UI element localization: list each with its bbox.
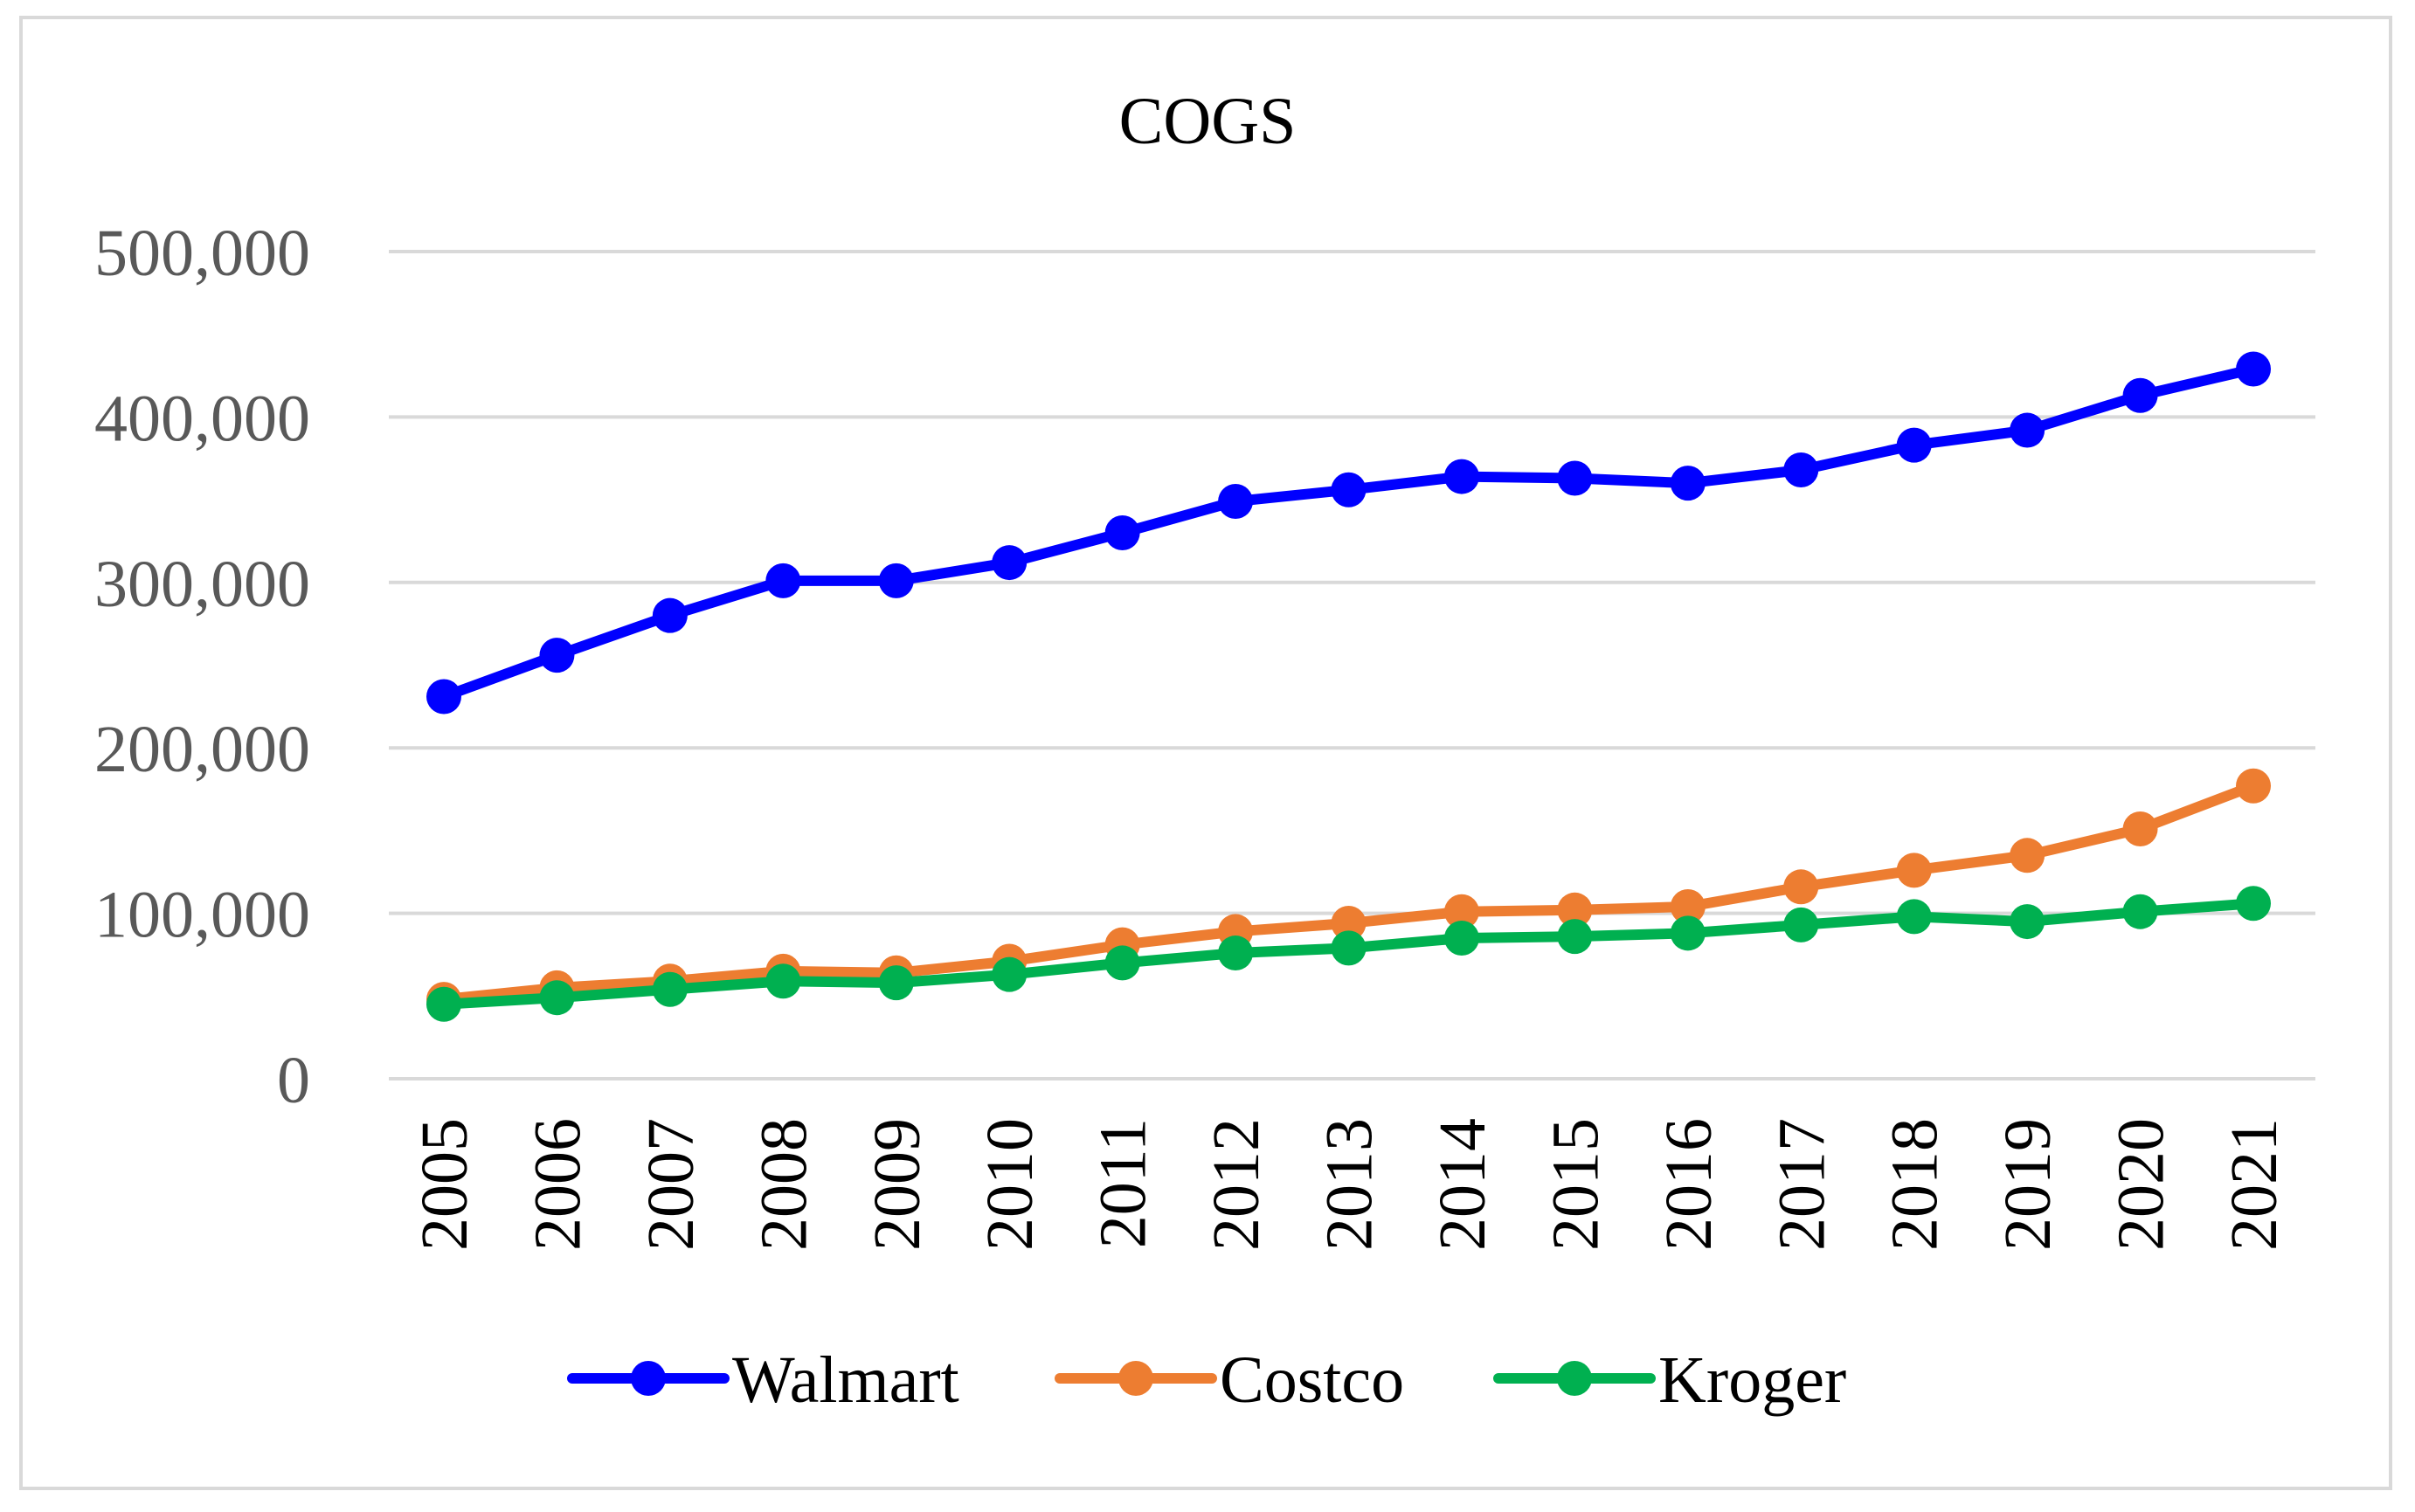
walmart-point bbox=[2122, 377, 2158, 413]
series-kroger bbox=[426, 886, 2271, 1022]
walmart-point bbox=[2010, 412, 2045, 448]
y-tick-label: 100,000 bbox=[94, 879, 310, 952]
legend-item-kroger: Kroger bbox=[1493, 1343, 1846, 1417]
kroger-point bbox=[1557, 919, 1593, 955]
series-costco bbox=[426, 768, 2271, 1018]
kroger-point bbox=[878, 965, 914, 1001]
x-tick-label: 2014 bbox=[1426, 1118, 1499, 1251]
walmart-point bbox=[1443, 459, 1479, 494]
x-tick-label: 2005 bbox=[408, 1118, 481, 1251]
kroger-point bbox=[2236, 886, 2271, 922]
kroger-point bbox=[1218, 936, 1254, 971]
y-axis-tick-labels: 0 100,000 200,000 300,000 400,000 500,000 bbox=[94, 217, 310, 1117]
walmart-point bbox=[426, 679, 461, 715]
walmart-point bbox=[992, 545, 1028, 581]
x-tick-label: 2021 bbox=[2218, 1118, 2291, 1251]
costco-point bbox=[2236, 768, 2271, 804]
legend-item-walmart: Walmart bbox=[567, 1343, 959, 1417]
costco-line bbox=[439, 780, 2259, 1005]
legend-label: Costco bbox=[1220, 1343, 1404, 1417]
x-tick-label: 2008 bbox=[747, 1118, 820, 1251]
chart-area bbox=[19, 16, 2392, 1490]
kroger-point bbox=[992, 956, 1028, 992]
kroger-point bbox=[652, 971, 688, 1007]
legend-item-costco: Costco bbox=[1055, 1343, 1404, 1417]
kroger-point bbox=[1443, 921, 1479, 956]
y-tick-label: 500,000 bbox=[94, 217, 310, 290]
walmart-point bbox=[539, 638, 575, 673]
kroger-point bbox=[1896, 899, 1932, 935]
walmart-point bbox=[1670, 466, 1706, 501]
walmart-point bbox=[1783, 452, 1819, 488]
costco-point bbox=[1783, 869, 1819, 905]
kroger-point bbox=[539, 980, 575, 1016]
chart-title: COGS bbox=[1119, 85, 1297, 158]
walmart-point bbox=[1557, 460, 1593, 496]
kroger-point bbox=[1783, 907, 1819, 942]
costco-point bbox=[1331, 905, 1367, 941]
walmart-point bbox=[1896, 427, 1932, 463]
y-tick-label: 400,000 bbox=[94, 382, 310, 455]
kroger-point bbox=[426, 986, 461, 1022]
x-tick-label: 2011 bbox=[1087, 1118, 1160, 1248]
y-tick-label: 300,000 bbox=[94, 548, 310, 621]
costco-point bbox=[1670, 889, 1706, 925]
x-tick-label: 2013 bbox=[1313, 1118, 1387, 1251]
kroger-point bbox=[1670, 915, 1706, 951]
walmart-point bbox=[652, 597, 688, 633]
x-tick-label: 2020 bbox=[2105, 1118, 2178, 1251]
series-walmart bbox=[426, 351, 2271, 715]
x-tick-label: 2016 bbox=[1652, 1118, 1726, 1251]
y-tick-label: 200,000 bbox=[94, 713, 310, 786]
costco-point bbox=[1557, 892, 1593, 928]
legend-swatch-marker bbox=[1118, 1361, 1153, 1396]
x-tick-label: 2006 bbox=[521, 1118, 594, 1251]
kroger-point bbox=[2010, 904, 2045, 940]
costco-point bbox=[1896, 853, 1932, 888]
legend-label: Kroger bbox=[1658, 1343, 1846, 1417]
walmart-point bbox=[878, 563, 914, 598]
x-tick-label: 2019 bbox=[1991, 1118, 2065, 1251]
kroger-point bbox=[765, 963, 801, 999]
walmart-point bbox=[765, 563, 801, 598]
legend-swatch-marker bbox=[631, 1361, 666, 1396]
series-lines bbox=[426, 351, 2271, 1022]
x-tick-label: 2009 bbox=[861, 1118, 934, 1251]
x-tick-label: 2018 bbox=[1879, 1118, 1952, 1251]
x-tick-label: 2010 bbox=[973, 1118, 1047, 1251]
y-tick-label: 0 bbox=[277, 1044, 310, 1117]
gridlines bbox=[389, 250, 2315, 1080]
walmart-point bbox=[1331, 472, 1367, 507]
legend-swatch-marker bbox=[1557, 1361, 1592, 1396]
walmart-point bbox=[1218, 483, 1254, 519]
kroger-point bbox=[1331, 930, 1367, 966]
costco-point bbox=[2010, 838, 2045, 873]
costco-point bbox=[2122, 811, 2158, 847]
legend: Walmart Costco Kroger bbox=[567, 1343, 1846, 1417]
walmart-point bbox=[2236, 351, 2271, 387]
kroger-point bbox=[2122, 894, 2158, 929]
legend-label: Walmart bbox=[732, 1343, 959, 1417]
x-axis-tick-labels: 2005 2006 2007 2008 2009 2010 2011 2012 2013 2014… bbox=[408, 1118, 2291, 1251]
x-tick-label: 2015 bbox=[1539, 1118, 1612, 1251]
x-tick-label: 2017 bbox=[1765, 1118, 1838, 1251]
kroger-point bbox=[1104, 945, 1140, 981]
walmart-point bbox=[1104, 514, 1140, 550]
x-tick-label: 2007 bbox=[634, 1118, 708, 1251]
costco-point bbox=[1443, 894, 1479, 929]
x-tick-label: 2012 bbox=[1200, 1118, 1273, 1251]
